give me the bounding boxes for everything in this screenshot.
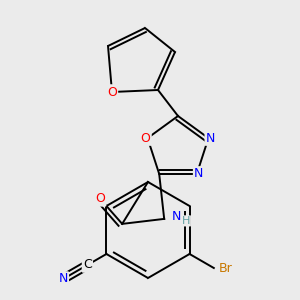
Text: N: N [58,272,68,286]
Text: N: N [206,132,215,145]
Text: H: H [182,216,190,226]
Text: O: O [107,85,117,98]
Text: O: O [141,132,151,145]
Text: N: N [172,210,181,224]
Text: O: O [95,192,105,206]
Text: C: C [83,259,92,272]
Text: Br: Br [219,262,233,275]
Text: N: N [194,167,203,180]
